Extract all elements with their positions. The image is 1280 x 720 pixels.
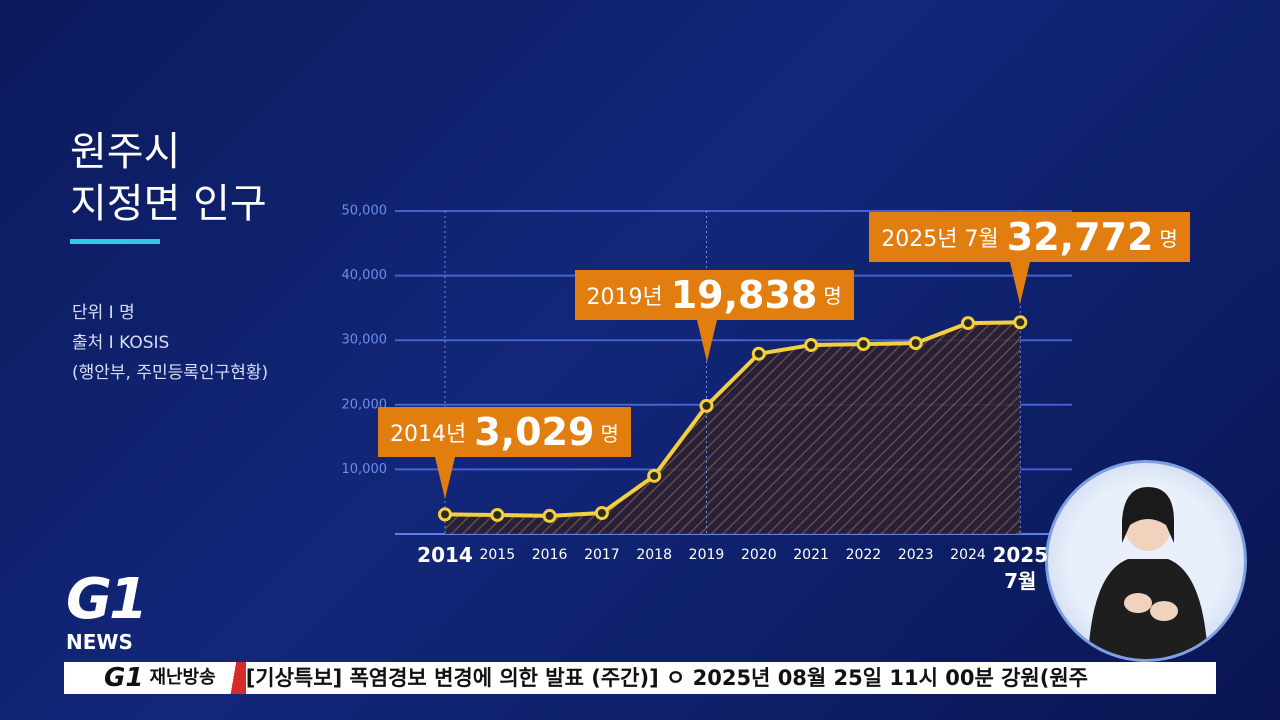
x-tick-label: 2015 xyxy=(479,547,516,563)
value-label-unit: 명 xyxy=(823,284,842,309)
line xyxy=(444,320,1021,518)
x-tick-label: 2025 7월 xyxy=(992,543,1049,593)
callout: 2019년 19,838 명 xyxy=(574,269,854,320)
sign-language-interpreter xyxy=(1045,460,1247,662)
y-tick-label: 40,000 xyxy=(342,268,388,283)
value-label-unit: 명 xyxy=(600,421,619,446)
callout-prefix: 2019년 xyxy=(586,284,663,310)
x-tick-label: 2016 xyxy=(531,547,568,563)
value-label: 19,838 xyxy=(670,272,818,317)
interpreter-figure xyxy=(1088,487,1208,659)
logo-brand: G1 xyxy=(66,567,148,632)
y-tick-label: 50,000 xyxy=(342,204,388,219)
point xyxy=(751,346,766,361)
point xyxy=(1013,315,1028,330)
point xyxy=(804,338,819,353)
point xyxy=(594,506,609,521)
x-tick-label: 2019 xyxy=(688,547,725,563)
point xyxy=(856,337,871,352)
ticker-brand: G1 xyxy=(64,662,150,694)
value-label: 32,772 xyxy=(1006,215,1154,260)
logo: G1 NEWS xyxy=(66,567,148,655)
title-underline xyxy=(70,239,160,244)
point xyxy=(542,508,557,523)
title-line: 지정면 인구 xyxy=(70,181,267,227)
x-tick-label: 2023 xyxy=(897,547,934,563)
callout-prefix: 2025년 7월 xyxy=(881,227,999,253)
point xyxy=(438,507,452,522)
x-tick-label: 2021 xyxy=(793,547,829,563)
note: (행안부, 주민등록인구현황) xyxy=(72,363,269,383)
point xyxy=(699,398,714,413)
value-label: 3,029 xyxy=(474,410,595,455)
point xyxy=(647,468,662,483)
ticker-label: 재난방송 xyxy=(149,662,246,694)
chart-title: 원주시 지정면 인구 xyxy=(70,126,267,230)
callout-prefix: 2014년 xyxy=(390,422,467,448)
logo-sub: NEWS xyxy=(66,630,133,654)
callout: 2014년 3,029 명 xyxy=(378,407,631,458)
point xyxy=(490,507,505,522)
note: 단위 I 명 xyxy=(72,303,135,323)
x-tick-label: 2020 xyxy=(740,547,777,563)
point xyxy=(908,336,923,351)
title-line: 원주시 xyxy=(70,129,181,175)
value-label-unit: 명 xyxy=(1159,226,1178,251)
point xyxy=(961,316,975,331)
y-tick-label: 10,000 xyxy=(342,462,388,477)
callout: 2025년 7월 32,772 명 xyxy=(869,212,1190,263)
x-tick-label: 2017 xyxy=(584,547,620,563)
area xyxy=(445,322,1021,534)
y-tick-label: 20,000 xyxy=(342,397,388,412)
x-tick-label: 2014 xyxy=(417,543,473,567)
x-tick-label: 2022 xyxy=(845,547,882,563)
ticker: G1 재난방송 [기상특보] 폭염경보 변경에 의한 발표 (주간)] ㅇ 20… xyxy=(64,662,1216,694)
x-tick-label: 2018 xyxy=(636,547,672,563)
ticker-text: [기상특보] 폭염경보 변경에 의한 발표 (주간)] ㅇ 2025년 08월 … xyxy=(245,666,1088,690)
note: 출처 I KOSIS xyxy=(72,333,170,353)
y-tick-label: 30,000 xyxy=(342,333,388,348)
x-tick-label: 2024 xyxy=(950,547,986,563)
